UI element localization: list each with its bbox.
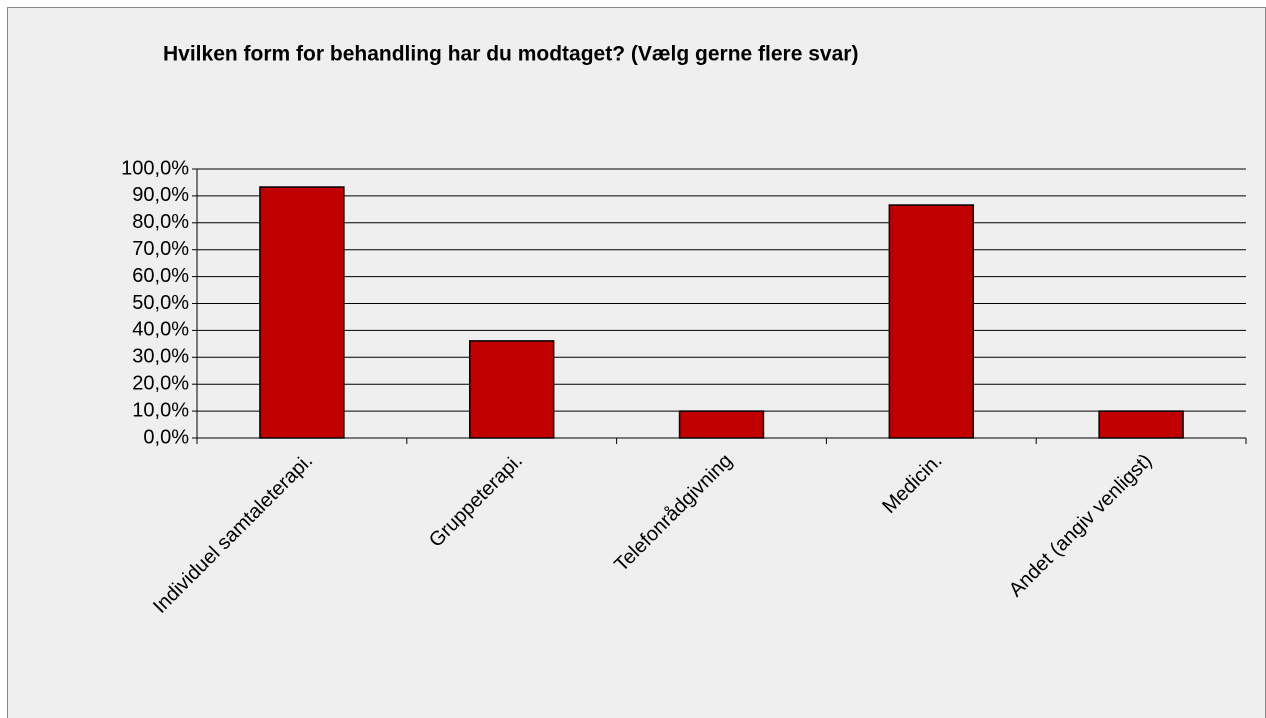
y-tick-label: 50,0% bbox=[132, 292, 189, 314]
y-tick-label: 90,0% bbox=[132, 184, 189, 206]
y-tick-label: 40,0% bbox=[132, 319, 189, 341]
y-tick-label: 30,0% bbox=[132, 346, 189, 368]
bar bbox=[888, 204, 975, 439]
y-tick-label: 80,0% bbox=[132, 211, 189, 233]
bar bbox=[1098, 410, 1184, 439]
y-tick-label: 70,0% bbox=[132, 238, 189, 260]
y-tick-label: 60,0% bbox=[132, 265, 189, 287]
y-tick-label: 20,0% bbox=[132, 372, 189, 394]
bar bbox=[468, 340, 555, 439]
chart-frame bbox=[7, 7, 1266, 718]
chart-title: Hvilken form for behandling har du modta… bbox=[163, 43, 858, 66]
bar bbox=[259, 186, 345, 439]
y-tick-label: 0,0% bbox=[143, 426, 189, 448]
y-tick-label: 100,0% bbox=[121, 157, 189, 179]
y-tick-label: 10,0% bbox=[132, 399, 189, 421]
bar bbox=[678, 410, 765, 439]
